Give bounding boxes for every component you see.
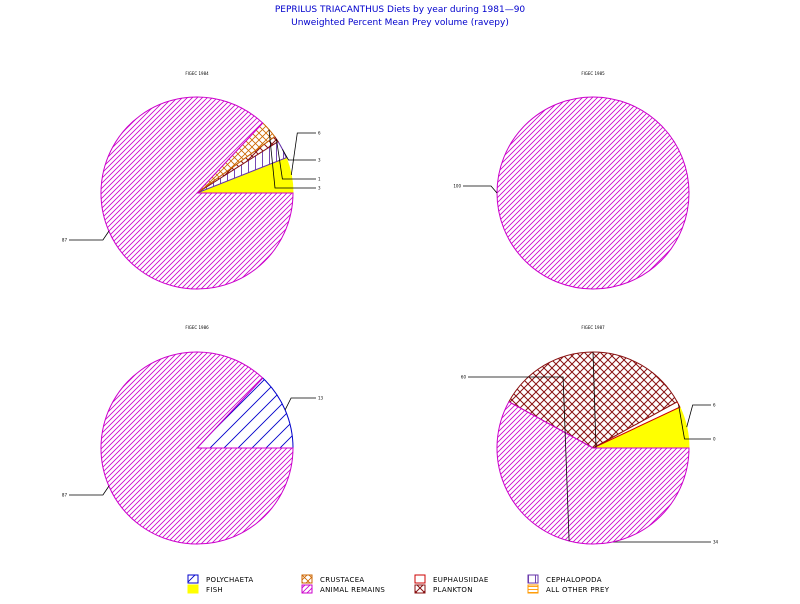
legend-item-euphausiidae: EUPHAUSIIDAE xyxy=(414,574,489,584)
legend-label-polychaeta: POLYCHAETA xyxy=(206,576,253,584)
pie-1-label-plankton: 1 xyxy=(318,177,321,182)
chart-subtitle: Unweighted Percent Mean Prey volume (rav… xyxy=(291,18,509,28)
pie-1-leader-animal-remains xyxy=(69,230,110,241)
pie-3-leader-polychaeta xyxy=(284,397,316,411)
pie-2-leader-animal-remains xyxy=(463,185,498,194)
legend-swatch-plankton xyxy=(414,584,426,594)
chart-title: PEPRILUS TRIACANTHUS Diets by year durin… xyxy=(275,5,526,15)
pie-3-leader-animal-remains xyxy=(69,485,110,496)
legend-swatch-animal-remains xyxy=(301,584,313,594)
legend-label-fish: FISH xyxy=(206,586,223,594)
legend-label-crustacea: CRUSTACEA xyxy=(320,576,365,584)
pie-1-label-cephalopoda: 3 xyxy=(318,158,321,163)
legend-swatch-crustacea xyxy=(301,574,313,584)
pie-2: 100 xyxy=(453,96,690,290)
pie-3-slice-animal-remains xyxy=(100,351,294,545)
pie-1-leader-cephalopoda xyxy=(282,149,316,161)
pie-1-leader-crustacea xyxy=(268,129,316,189)
pie-3: 13 87 xyxy=(62,351,324,545)
legend-label-all-other-prey: ALL OTHER PREY xyxy=(546,586,610,594)
pie-3-title: FIGEC 1986 xyxy=(185,325,209,330)
legend-item-cephalopoda: CEPHALOPODA xyxy=(527,574,602,584)
legend-item-all-other-prey: ALL OTHER PREY xyxy=(527,584,610,594)
legend-item-crustacea: CRUSTACEA xyxy=(301,574,365,584)
legend-label-animal-remains: ANIMAL REMAINS xyxy=(320,586,385,594)
legend-swatch-all-other-prey xyxy=(527,584,539,594)
pie-1-leader-fish xyxy=(290,132,316,176)
pie-4-leader-animal-remains xyxy=(468,376,570,542)
pie-1-label-fish: 6 xyxy=(318,131,321,136)
legend-item-plankton: PLANKTON xyxy=(414,584,473,594)
pie-4-label-animal-remains: 60 xyxy=(461,375,467,380)
legend-item-polychaeta: POLYCHAETA xyxy=(187,574,253,584)
legend: POLYCHAETA CRUSTACEA EUPHAUSIIDAE CEPHALOPO… xyxy=(187,574,610,594)
legend-swatch-euphausiidae xyxy=(414,574,426,584)
pie-4-leader-fish xyxy=(686,404,711,428)
pie-3-label-animal-remains: 87 xyxy=(62,493,68,498)
pie-4-leader-euphausiidae xyxy=(678,404,711,440)
legend-swatch-fish xyxy=(187,584,199,594)
pie-2-slice-animal-remains xyxy=(496,96,690,290)
legend-swatch-polychaeta xyxy=(187,574,199,584)
legend-item-fish: FISH xyxy=(187,584,223,594)
legend-label-euphausiidae: EUPHAUSIIDAE xyxy=(433,576,489,584)
pie-4-label-plankton: 34 xyxy=(713,540,719,545)
pie-4-title: FIGEC 1987 xyxy=(581,325,605,330)
legend-swatch-cephalopoda xyxy=(527,574,539,584)
pie-2-title: FIGEC 1985 xyxy=(581,71,605,76)
pie-1: 6 3 1 3 87 xyxy=(62,96,321,290)
legend-item-animal-remains: ANIMAL REMAINS xyxy=(301,584,385,594)
pie-4-label-euphausiidae: 0 xyxy=(713,437,716,442)
pie-4-slice-plankton xyxy=(508,351,678,449)
pie-1-title: FIGEC 1984 xyxy=(185,71,209,76)
pie-3-label-polychaeta: 13 xyxy=(318,396,324,401)
pie-1-label-animal-remains: 87 xyxy=(62,238,68,243)
legend-label-cephalopoda: CEPHALOPODA xyxy=(546,576,602,584)
pie-1-leader-plankton xyxy=(276,138,316,180)
pie-4-label-fish: 6 xyxy=(713,403,716,408)
legend-label-plankton: PLANKTON xyxy=(433,586,473,594)
pie-2-label-animal-remains: 100 xyxy=(453,184,461,189)
pie-1-label-crustacea: 3 xyxy=(318,186,321,191)
pie-1-slice-animal-remains xyxy=(100,96,294,290)
